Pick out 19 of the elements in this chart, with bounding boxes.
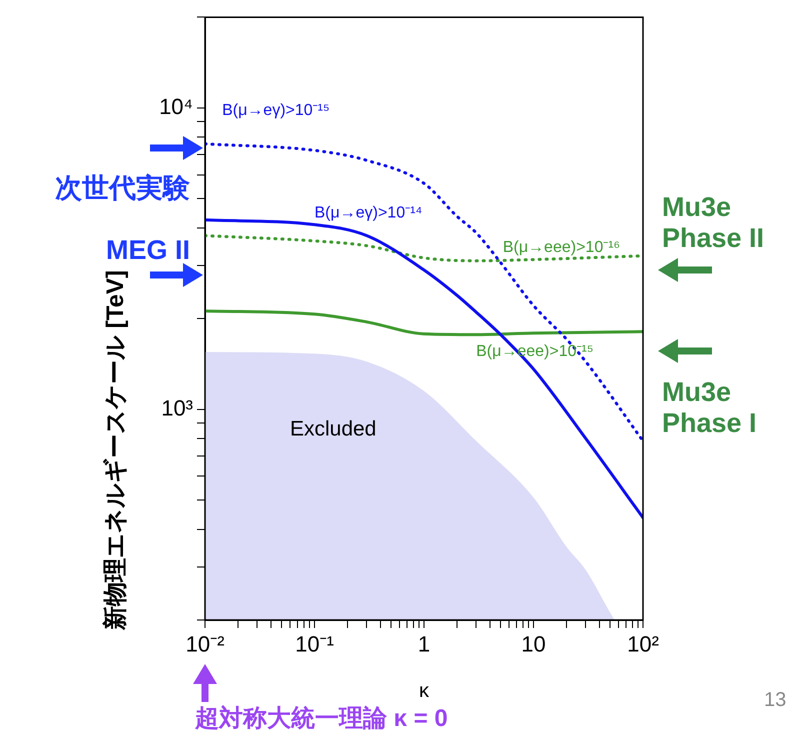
y-tick-label: 10³ — [161, 395, 193, 420]
series-label: B(μ→eγ)>10⁻¹⁵ — [222, 102, 330, 120]
x-tick-label: 1 — [418, 631, 430, 656]
series-label: B(μ→eee)>10⁻¹⁶ — [502, 238, 620, 256]
x-tick-label: 10 — [521, 631, 546, 656]
series-label: Excluded — [290, 417, 376, 440]
text: 次世代実験 — [55, 172, 190, 205]
text: Mu3e Phase I — [662, 377, 758, 440]
series-label: B(μ→eγ)>10⁻¹⁴ — [314, 204, 422, 222]
text: Mu3e Phase II — [662, 192, 766, 254]
text: MEG II — [106, 234, 190, 266]
y-tick-label: 10⁴ — [159, 94, 193, 119]
x-tick-label: 10⁻² — [186, 631, 224, 656]
x-tick-label: 10⁻¹ — [295, 631, 334, 656]
text: 13 — [764, 688, 786, 712]
x-axis-title: κ — [419, 680, 429, 703]
x-tick-label: 10² — [627, 631, 659, 656]
text: 超対称大統一理論 κ = 0 — [195, 704, 448, 734]
y-axis-title: 新物理エネルギースケール [TeV] — [101, 270, 130, 630]
